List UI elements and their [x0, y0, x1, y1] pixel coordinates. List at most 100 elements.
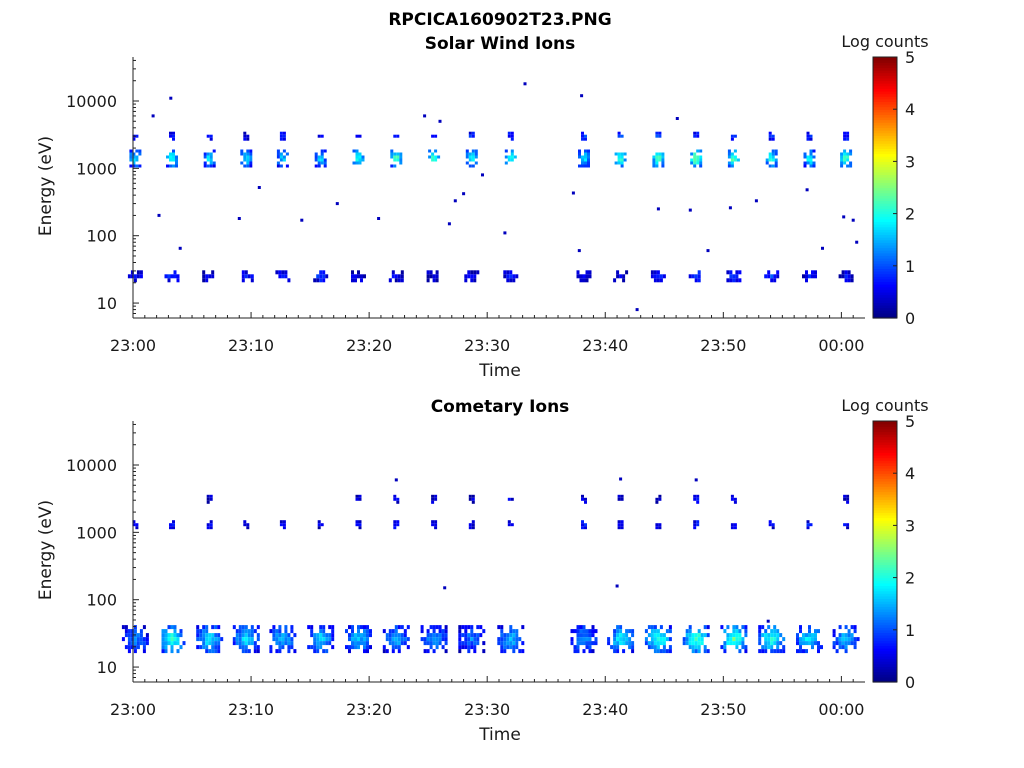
heatmap-cell	[619, 274, 623, 279]
scatter-count	[694, 478, 698, 482]
heatmap-cell	[579, 637, 583, 642]
heatmap-cell	[388, 641, 392, 646]
heatmap-cell	[243, 134, 247, 138]
heatmap-cell	[767, 274, 771, 279]
y-tick-label: 10000	[66, 456, 117, 475]
heatmap-cell	[471, 152, 475, 156]
heatmap-cell	[774, 164, 778, 168]
heatmap-cell	[805, 649, 808, 654]
heatmap-cell	[853, 629, 857, 634]
heatmap-cell	[732, 637, 736, 642]
heatmap-cell	[431, 500, 435, 504]
heatmap-cell	[355, 523, 359, 527]
heatmap-cell	[782, 645, 786, 650]
heatmap-cell	[799, 641, 802, 646]
heatmap-cell	[720, 625, 724, 630]
cometary-x-label: Time	[478, 725, 521, 745]
heatmap-cell	[199, 637, 203, 642]
heatmap-cell	[814, 629, 817, 634]
heatmap-cell	[688, 629, 692, 634]
heatmap-cell	[802, 637, 805, 642]
heatmap-cell	[276, 155, 280, 159]
colorbar-segment	[873, 156, 897, 160]
heatmap-cell	[650, 637, 654, 642]
heatmap-cell	[652, 164, 656, 168]
heatmap-cell	[616, 649, 620, 654]
heatmap-cell	[431, 497, 435, 501]
heatmap-cell	[438, 637, 442, 642]
heatmap-cell	[768, 164, 772, 168]
heatmap-cell	[173, 629, 177, 634]
heatmap-cell	[432, 629, 436, 634]
heatmap-cell	[325, 637, 329, 642]
heatmap-cell	[647, 625, 651, 630]
heatmap-cell	[653, 270, 657, 275]
heatmap-cell	[284, 633, 288, 638]
heatmap-cell	[465, 161, 469, 165]
heatmap-cell	[400, 270, 404, 275]
heatmap-cell	[761, 633, 765, 638]
heatmap-cell	[351, 625, 354, 630]
colorbar-segment	[873, 234, 897, 238]
heatmap-cell	[214, 633, 218, 638]
heatmap-cell	[773, 641, 777, 646]
heatmap-cell	[243, 152, 247, 156]
heatmap-cell	[468, 494, 472, 498]
heatmap-cell	[173, 637, 177, 642]
heatmap-cell	[656, 633, 660, 638]
colorbar-segment	[873, 205, 897, 209]
heatmap-cell	[697, 649, 701, 654]
heatmap-cell	[426, 270, 430, 275]
heatmap-cell	[694, 641, 698, 646]
heatmap-cell	[464, 637, 468, 642]
heatmap-cell	[653, 649, 657, 654]
colorbar-segment	[873, 229, 897, 233]
colorbar-segment	[873, 535, 897, 540]
heatmap-cell	[693, 158, 697, 162]
heatmap-cell	[613, 645, 617, 650]
heatmap-cell	[631, 645, 635, 650]
heatmap-cell	[799, 645, 802, 650]
heatmap-cell	[840, 155, 844, 159]
heatmap-cell	[396, 152, 400, 156]
colorbar-segment	[873, 304, 897, 309]
colorbar-segment	[873, 143, 897, 147]
heatmap-cell	[471, 134, 475, 138]
heatmap-cell	[622, 641, 626, 646]
scatter-count	[523, 82, 527, 86]
heatmap-cell	[616, 270, 620, 275]
heatmap-cell	[846, 152, 850, 156]
heatmap-cell	[355, 520, 359, 524]
heatmap-cell	[696, 161, 700, 165]
heatmap-cell	[314, 155, 318, 159]
heatmap-cell	[393, 164, 397, 168]
colorbar-segment	[873, 496, 897, 500]
heatmap-cell	[647, 641, 651, 646]
heatmap-cell	[468, 158, 472, 162]
colorbar-segment	[873, 661, 897, 665]
heatmap-cell	[316, 649, 320, 654]
heatmap-cell	[256, 649, 260, 654]
heatmap-cell	[319, 278, 323, 283]
heatmap-cell	[394, 625, 398, 630]
heatmap-cell	[812, 161, 816, 165]
heatmap-cell	[613, 637, 617, 642]
solar-wind-x-label: Time	[478, 361, 521, 381]
heatmap-cell	[808, 637, 811, 642]
heatmap-cell	[161, 629, 165, 634]
colorbar-segment	[873, 434, 897, 438]
heatmap-cell	[468, 526, 472, 530]
heatmap-cell	[658, 526, 662, 530]
heatmap-cell	[741, 641, 745, 646]
heatmap-cell	[706, 633, 710, 638]
heatmap-cell	[145, 637, 149, 642]
heatmap-cell	[690, 152, 694, 156]
heatmap-cell	[631, 649, 635, 654]
heatmap-cell	[510, 131, 514, 135]
heatmap-cell	[169, 152, 172, 156]
heatmap-cell	[390, 152, 394, 156]
heatmap-cell	[399, 161, 403, 165]
heatmap-cell	[729, 278, 733, 283]
heatmap-cell	[655, 526, 659, 530]
heatmap-cell	[250, 278, 254, 283]
